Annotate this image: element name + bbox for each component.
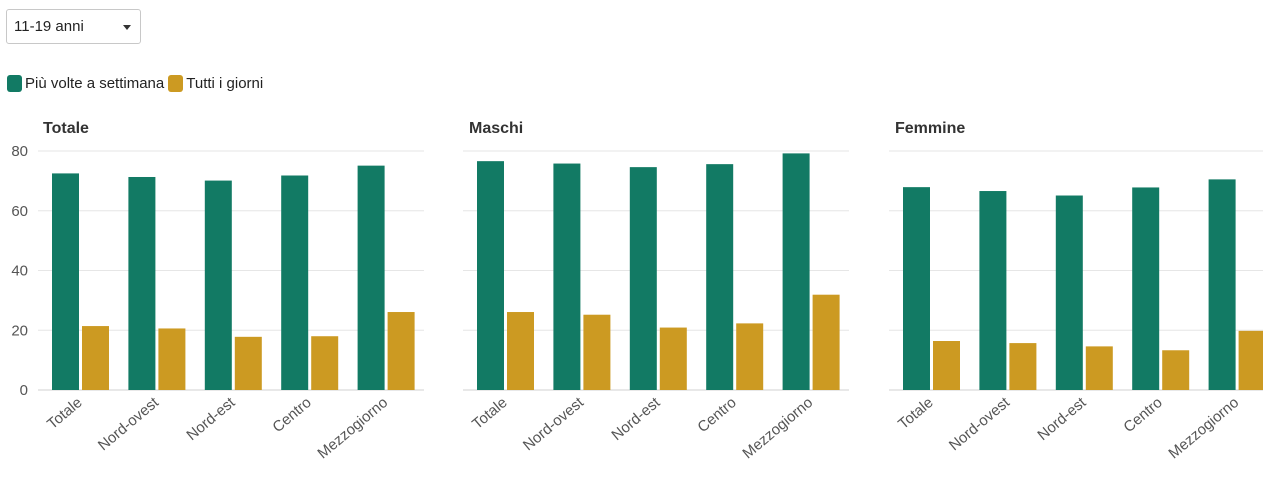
bar-tutti-i-giorni [507, 312, 534, 390]
x-tick-label: Nord-ovest [946, 394, 1014, 455]
bar-tutti-i-giorni [659, 327, 687, 390]
x-tick-label: Totale [895, 394, 937, 433]
bar-piu-volte [1055, 195, 1083, 390]
x-tick-label: Totale [44, 394, 86, 433]
bar-tutti-i-giorni [1085, 346, 1113, 390]
bar-piu-volte [782, 153, 810, 390]
bar-tutti-i-giorni [311, 336, 339, 390]
legend-item-series-2[interactable]: Tutti i giorni [168, 75, 263, 92]
bar-tutti-i-giorni [1238, 330, 1263, 390]
bar-piu-volte [357, 165, 385, 390]
bar-piu-volte [553, 163, 581, 390]
x-tick-label: Nord-est [608, 394, 664, 445]
legend-item-series-1[interactable]: Più volte a settimana [7, 75, 164, 92]
y-tick-label: 60 [11, 203, 28, 220]
y-tick-label: 80 [11, 143, 28, 160]
y-tick-label: 20 [11, 322, 28, 339]
bar-tutti-i-giorni [387, 312, 415, 390]
chart-panel-2: Maschi Totale Nord-ovest Nord-est Centro Mezz… [463, 120, 849, 462]
bar-piu-volte [903, 187, 930, 390]
bar-tutti-i-giorni [583, 314, 611, 390]
x-tick-label: Nord-est [1034, 394, 1090, 445]
bar-tutti-i-giorni [234, 336, 262, 390]
bar-tutti-i-giorni [158, 328, 186, 390]
x-tick-label: Nord-est [183, 394, 239, 445]
bar-piu-volte [706, 164, 734, 390]
chart-legend: Più volte a settimana Tutti i giorni [7, 75, 267, 92]
bar-piu-volte [629, 167, 657, 390]
x-tick-label: Nord-ovest [520, 394, 588, 455]
x-tick-label: Centro [1120, 394, 1165, 436]
age-group-select-value: 11-19 anni [14, 18, 84, 35]
legend-swatch-series-1 [7, 75, 22, 92]
bar-piu-volte [281, 175, 309, 390]
bar-piu-volte [128, 176, 156, 390]
bar-tutti-i-giorni [82, 326, 109, 390]
bar-piu-volte [477, 161, 504, 390]
legend-swatch-series-2 [168, 75, 184, 92]
y-tick-label: 0 [20, 382, 28, 399]
bar-piu-volte [52, 173, 79, 390]
bar-tutti-i-giorni [1162, 350, 1190, 390]
bar-piu-volte [1208, 179, 1236, 390]
x-tick-label: Mezzogiorno [314, 394, 391, 462]
x-tick-label: Totale [469, 394, 511, 433]
panel-title: Totale [43, 120, 89, 137]
x-tick-label: Mezzogiorno [739, 394, 816, 462]
x-tick-label: Centro [694, 394, 739, 436]
x-tick-label: Mezzogiorno [1165, 394, 1242, 462]
bar-tutti-i-giorni [1009, 343, 1037, 390]
panel-title: Femmine [895, 120, 965, 137]
x-tick-label: Centro [269, 394, 314, 436]
bar-piu-volte [1132, 187, 1160, 390]
bar-tutti-i-giorni [933, 341, 960, 390]
age-group-select[interactable]: 11-19 anni [6, 9, 141, 44]
chart-panel-3: Femmine Totale Nord-ovest Nord-est Centro Mez… [889, 120, 1263, 462]
legend-label-series-2: Tutti i giorni [186, 75, 264, 92]
y-tick-label: 40 [11, 263, 28, 280]
bar-tutti-i-giorni [736, 323, 764, 390]
panel-title: Maschi [469, 120, 523, 137]
bar-piu-volte [204, 180, 232, 390]
bar-tutti-i-giorni [812, 294, 840, 390]
chevron-down-icon [123, 25, 131, 30]
bar-piu-volte [979, 191, 1007, 390]
x-tick-label: Nord-ovest [95, 394, 163, 455]
legend-label-series-1: Più volte a settimana [25, 75, 165, 92]
